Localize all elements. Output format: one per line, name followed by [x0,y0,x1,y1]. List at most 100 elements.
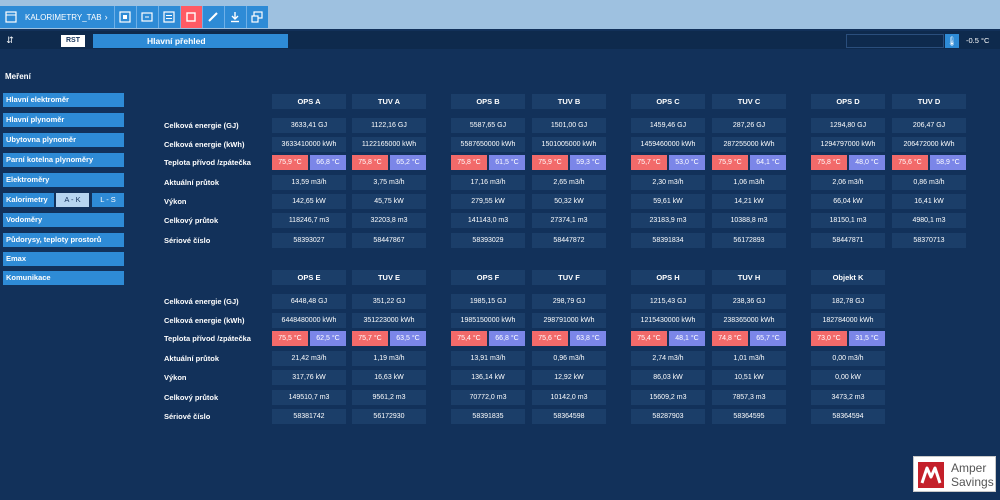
block-header: OPS A [272,94,346,109]
total-flow-cell: 4980,1 m3 [892,213,966,228]
power-cell: 86,03 kW [631,370,705,385]
energy-gj-cell: 1501,00 GJ [532,118,606,133]
total-flow-cell: 3473,2 m3 [811,390,885,405]
thermometer-icon: 🌡 [945,34,959,48]
view-icon[interactable] [113,6,136,28]
total-flow-cell: 118246,7 m3 [272,213,346,228]
supply-temp-cell: 75,9 °C [712,155,748,170]
power-cell: 16,63 kW [352,370,426,385]
block-header: OPS F [451,270,525,285]
power-cell: 50,32 kW [532,194,606,209]
flow-cell: 2,65 m3/h [532,175,606,190]
serial-cell: 58287903 [631,409,705,424]
supply-temp-cell: 75,5 °C [272,331,308,346]
logo-text-savings: Savings [951,475,994,489]
serial-cell: 58364595 [712,409,786,424]
flow-cell: 2,06 m3/h [811,175,885,190]
outdoor-temperature: -0.5 °C [966,36,990,45]
kalorimetry-sub-a-k[interactable]: A - K [56,193,89,207]
list-icon[interactable] [157,6,180,28]
energy-kwh-cell: 1985150000 kWh [451,313,525,328]
energy-kwh-cell: 238365000 kWh [712,313,786,328]
kalorimetry-sub-l-s[interactable]: L - S [92,193,124,207]
return-temp-cell: 31,5 °C [849,331,885,346]
sidebar-item-pudorysy[interactable]: Půdorysy, teploty prostorů [3,233,124,247]
supply-temp-cell: 75,4 °C [451,331,487,346]
total-flow-cell: 149510,7 m3 [272,390,346,405]
window-icon[interactable] [245,6,268,28]
company-logo: Amper Savings [913,456,996,492]
stop-icon[interactable] [179,6,202,28]
block-header: TUV D [892,94,966,109]
sidebar-item-hlavni-plynomer[interactable]: Hlavní plynoměr [3,113,124,127]
tab-name-label: KALORIMETRY_TAB [25,12,102,22]
power-cell: 45,75 kW [352,194,426,209]
row-label: Teplota přívod /zpátečka [164,158,251,167]
return-temp-cell: 64,1 °C [750,155,786,170]
download-icon[interactable] [223,6,246,28]
expand-icon[interactable] [135,6,158,28]
logo-mark-icon [918,462,944,488]
block-header: TUV H [712,270,786,285]
energy-gj-cell: 1215,43 GJ [631,294,705,309]
sidebar-item-komunikace[interactable]: Komunikace [3,271,124,285]
energy-kwh-cell: 1459460000 kWh [631,137,705,152]
block-header: OPS H [631,270,705,285]
energy-gj-cell: 206,47 GJ [892,118,966,133]
supply-temp-cell: 75,6 °C [532,331,568,346]
energy-kwh-cell: 351223000 kWh [352,313,426,328]
sidebar-item-hlavni-elektromer[interactable]: Hlavní elektroměr [3,93,124,107]
flow-cell: 0,00 m3/h [811,351,885,366]
power-cell: 279,55 kW [451,194,525,209]
serial-cell: 58364594 [811,409,885,424]
menu-icon[interactable] [0,6,22,28]
row-label: Aktuální průtok [164,354,220,363]
sidebar-item-vodomery[interactable]: Vodoměry [3,213,124,227]
sidebar-item-ubytovna-plynomer[interactable]: Ubytovna plynoměr [3,133,124,147]
pen-icon[interactable] [201,6,224,28]
collapse-icon[interactable]: ⇵ [6,35,14,45]
return-temp-cell: 62,5 °C [310,331,346,346]
return-temp-cell: 48,1 °C [669,331,705,346]
energy-gj-cell: 182,78 GJ [811,294,885,309]
energy-gj-cell: 1985,15 GJ [451,294,525,309]
block-header: TUV B [532,94,606,109]
serial-cell: 58364598 [532,409,606,424]
total-flow-cell: 70772,0 m3 [451,390,525,405]
block-header: TUV A [352,94,426,109]
energy-kwh-cell: 1122165000 kWh [352,137,426,152]
sidebar-item-parni-kotelna[interactable]: Parní kotelna plynoměry [3,153,124,167]
block-header: OPS B [451,94,525,109]
serial-cell: 58381742 [272,409,346,424]
sidebar-item-emax[interactable]: Emax [3,252,124,266]
rst-button[interactable]: RST [61,35,85,47]
supply-temp-cell: 75,8 °C [352,155,388,170]
total-flow-cell: 15609,2 m3 [631,390,705,405]
power-cell: 12,92 kW [532,370,606,385]
chevron-right-icon: › [104,12,108,22]
sidebar-item-elektromery[interactable]: Elektroměry [3,173,124,187]
total-flow-cell: 32203,8 m3 [352,213,426,228]
total-flow-cell: 9561,2 m3 [352,390,426,405]
supply-temp-cell: 75,8 °C [451,155,487,170]
row-label: Celková energie (GJ) [164,121,239,130]
row-label: Sériové číslo [164,236,211,245]
tab-name[interactable]: KALORIMETRY_TAB › [22,6,114,28]
flow-cell: 2,74 m3/h [631,351,705,366]
row-label: Výkon [164,373,187,382]
total-flow-cell: 23183,9 m3 [631,213,705,228]
supply-temp-cell: 74,8 °C [712,331,748,346]
row-label: Celková energie (GJ) [164,297,239,306]
block-header: TUV E [352,270,426,285]
return-temp-cell: 58,9 °C [930,155,966,170]
energy-kwh-cell: 6448480000 kWh [272,313,346,328]
total-flow-cell: 7857,3 m3 [712,390,786,405]
energy-kwh-cell: 1294797000 kWh [811,137,885,152]
return-temp-cell: 63,8 °C [570,331,606,346]
sidebar-item-kalorimetry[interactable]: Kalorimetry [3,193,54,207]
serial-cell: 58391835 [451,409,525,424]
power-cell: 14,21 kW [712,194,786,209]
flow-cell: 1,01 m3/h [712,351,786,366]
power-cell: 10,51 kW [712,370,786,385]
serial-cell: 58447871 [811,233,885,248]
